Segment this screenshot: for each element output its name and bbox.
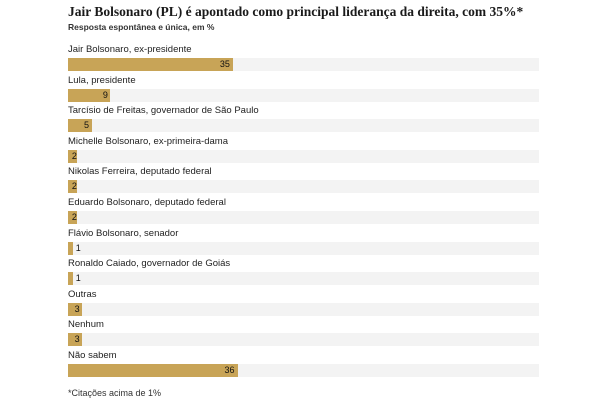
chart-row: Outras 3	[68, 289, 539, 319]
bar	[68, 88, 111, 102]
category-label: Tarcísio de Freitas, governador de São P…	[68, 105, 259, 117]
bar-track: 3	[68, 302, 539, 316]
bar	[68, 364, 238, 377]
bar-track: 2	[68, 180, 539, 194]
chart-row: Flávio Bolsonaro, senador 1	[68, 228, 539, 258]
chart-row: Tarcísio de Freitas, governador de São P…	[68, 105, 539, 135]
bar-track: 1	[68, 241, 539, 255]
category-label: Eduardo Bolsonaro, deputado federal	[68, 197, 226, 208]
data-label: 2	[71, 212, 77, 222]
bar	[68, 241, 73, 255]
category-label: Ronaldo Caiado, governador de Goiás	[68, 258, 231, 270]
data-label: 36	[224, 365, 235, 375]
bar	[68, 119, 92, 133]
bar-track: 9	[68, 88, 539, 102]
chart-row: Eduardo Bolsonaro, deputado federal 2	[68, 197, 539, 227]
bar	[68, 211, 78, 224]
bar-track: 35	[68, 58, 539, 71]
bar	[68, 180, 78, 194]
category-label: Nenhum	[68, 319, 104, 331]
chart-row: Ronaldo Caiado, governador de Goiás 1	[68, 258, 539, 288]
data-label: 1	[75, 273, 81, 284]
data-label: 2	[71, 150, 77, 161]
footnote: *Citações acima de 1%	[68, 388, 162, 398]
data-label: 3	[74, 334, 80, 345]
category-label: Jair Bolsonaro, ex-presidente	[68, 44, 192, 55]
category-label: Não sabem	[68, 350, 117, 361]
data-label: 5	[84, 120, 90, 131]
category-label: Outras	[68, 288, 97, 300]
category-label: Lula, presidente	[68, 74, 136, 86]
data-label: 9	[102, 89, 108, 100]
bar	[68, 149, 78, 163]
chart-row: Não sabem 36	[68, 350, 539, 380]
chart-row: Jair Bolsonaro, ex-presidente 35	[68, 44, 539, 74]
bar-track: 2	[68, 211, 539, 224]
category-label: Nikolas Ferreira, deputado federal	[68, 166, 212, 178]
chart-row: Michelle Bolsonaro, ex-primeira-dama 2	[68, 136, 539, 166]
data-label: 35	[219, 59, 230, 69]
bar-track: 36	[68, 364, 539, 377]
data-label: 3	[74, 303, 80, 314]
bar	[68, 58, 233, 71]
bar	[68, 333, 83, 347]
bar-track: 2	[68, 149, 539, 163]
bar-track: 1	[68, 272, 539, 286]
chart-subtitle: Resposta espontânea e única, em %	[68, 22, 215, 32]
chart-row: Nenhum 3	[68, 319, 539, 349]
category-label: Michelle Bolsonaro, ex-primeira-dama	[68, 135, 228, 147]
chart-row: Nikolas Ferreira, deputado federal 2	[68, 166, 539, 196]
chart-row: Lula, presidente 9	[68, 75, 539, 105]
bar-chart: Jair Bolsonaro, ex-presidente 35 Lula, pre…	[68, 44, 539, 380]
chart-title: Jair Bolsonaro (PL) é apontado como prin…	[68, 4, 524, 19]
bar-track: 5	[68, 119, 539, 133]
bar	[68, 302, 83, 316]
category-label: Flávio Bolsonaro, senador	[68, 227, 179, 239]
bar-track: 3	[68, 333, 539, 347]
data-label: 1	[75, 242, 81, 253]
data-label: 2	[71, 181, 77, 192]
bar	[68, 272, 73, 286]
